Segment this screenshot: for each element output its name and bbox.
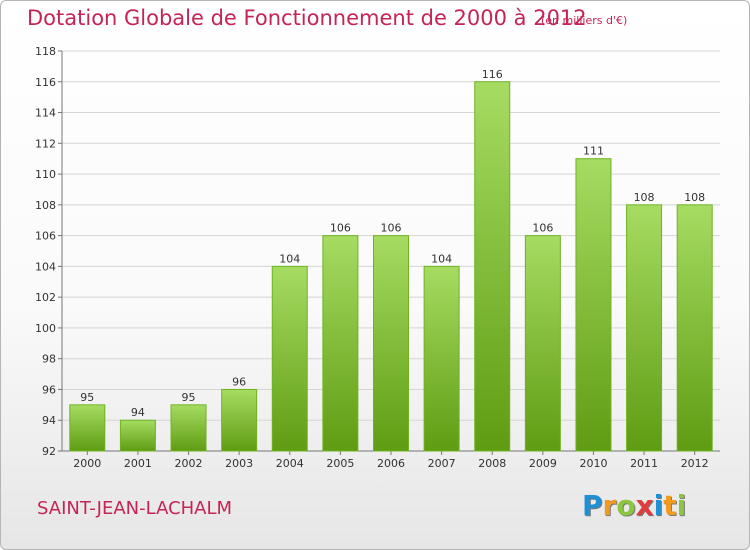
y-tick-labels: 92 94 96 98 100 102 104 106 108 110 112 114 116 118 xyxy=(35,45,56,458)
logo-letter: t xyxy=(663,489,677,522)
y-tick-label: 92 xyxy=(42,445,56,458)
y-tick-label: 106 xyxy=(35,230,56,243)
data-label: 106 xyxy=(532,222,553,235)
data-label: 116 xyxy=(482,68,503,81)
bar xyxy=(575,158,612,452)
x-tick-label: 2012 xyxy=(681,457,709,470)
data-label: 106 xyxy=(381,222,402,235)
logo-letter: P xyxy=(582,489,603,522)
logo-letter: i xyxy=(653,489,664,522)
data-label: 95 xyxy=(80,391,94,404)
data-label: 111 xyxy=(583,145,604,158)
data-label: 106 xyxy=(330,222,351,235)
data-label: 108 xyxy=(634,191,655,204)
commune-name: SAINT-JEAN-LACHALM xyxy=(37,498,233,519)
x-tick-label: 2011 xyxy=(630,457,658,470)
bar xyxy=(373,235,409,452)
y-tick-label: 102 xyxy=(35,291,56,304)
bar xyxy=(626,204,663,452)
y-tick-label: 118 xyxy=(35,45,56,58)
bar xyxy=(322,235,359,452)
x-tick-label: 2004 xyxy=(276,457,304,470)
bar xyxy=(170,404,207,452)
data-label: 96 xyxy=(232,375,246,388)
proxiti-logo[interactable]: Proxiti xyxy=(582,489,686,522)
bar xyxy=(221,388,258,452)
x-tick-label: 2009 xyxy=(529,457,557,470)
x-tick-label: 2001 xyxy=(124,457,152,470)
y-tick-label: 116 xyxy=(35,76,56,89)
x-tick-labels: 2000 2001 2002 2003 2004 2005 2006 2007 2008 2009… xyxy=(73,457,708,470)
bars xyxy=(69,81,713,452)
y-tick-label: 110 xyxy=(35,168,56,181)
logo-letter: r xyxy=(602,489,617,522)
x-tick-label: 2005 xyxy=(326,457,354,470)
x-tick-label: 2007 xyxy=(428,457,456,470)
bar xyxy=(676,204,713,452)
y-tick-label: 96 xyxy=(42,383,56,396)
y-tick-label: 114 xyxy=(35,107,56,120)
bar xyxy=(524,235,561,452)
data-label: 94 xyxy=(131,406,145,419)
chart-subtitle: (en milliers d'€) xyxy=(541,14,628,27)
bar xyxy=(271,265,308,452)
bar xyxy=(474,81,511,452)
logo-letter: i xyxy=(676,489,687,522)
y-tick-label: 104 xyxy=(35,260,56,273)
y-tick-label: 94 xyxy=(42,414,56,427)
y-tick-label: 98 xyxy=(42,353,56,366)
logo-letter: x xyxy=(635,489,654,522)
x-tick-label: 2000 xyxy=(73,457,101,470)
y-tick-label: 100 xyxy=(35,322,56,335)
bar xyxy=(423,265,460,452)
x-tick-label: 2008 xyxy=(478,457,506,470)
x-tick-label: 2003 xyxy=(225,457,253,470)
data-label: 104 xyxy=(431,252,452,265)
x-tick-label: 2010 xyxy=(579,457,607,470)
bar xyxy=(69,404,106,452)
data-label: 104 xyxy=(279,252,300,265)
data-labels: 95 94 95 96 104 106 106 104 116 106 111 108 108 xyxy=(80,68,705,419)
chart-title: Dotation Globale de Fonctionnement de 20… xyxy=(27,6,587,30)
bar xyxy=(119,419,156,452)
logo-letter: o xyxy=(616,489,636,522)
data-label: 95 xyxy=(182,391,196,404)
data-label: 108 xyxy=(684,191,705,204)
y-tick-label: 112 xyxy=(35,137,56,150)
y-tick-label: 108 xyxy=(35,199,56,212)
x-tick-label: 2006 xyxy=(377,457,405,470)
x-tick-label: 2002 xyxy=(175,457,203,470)
